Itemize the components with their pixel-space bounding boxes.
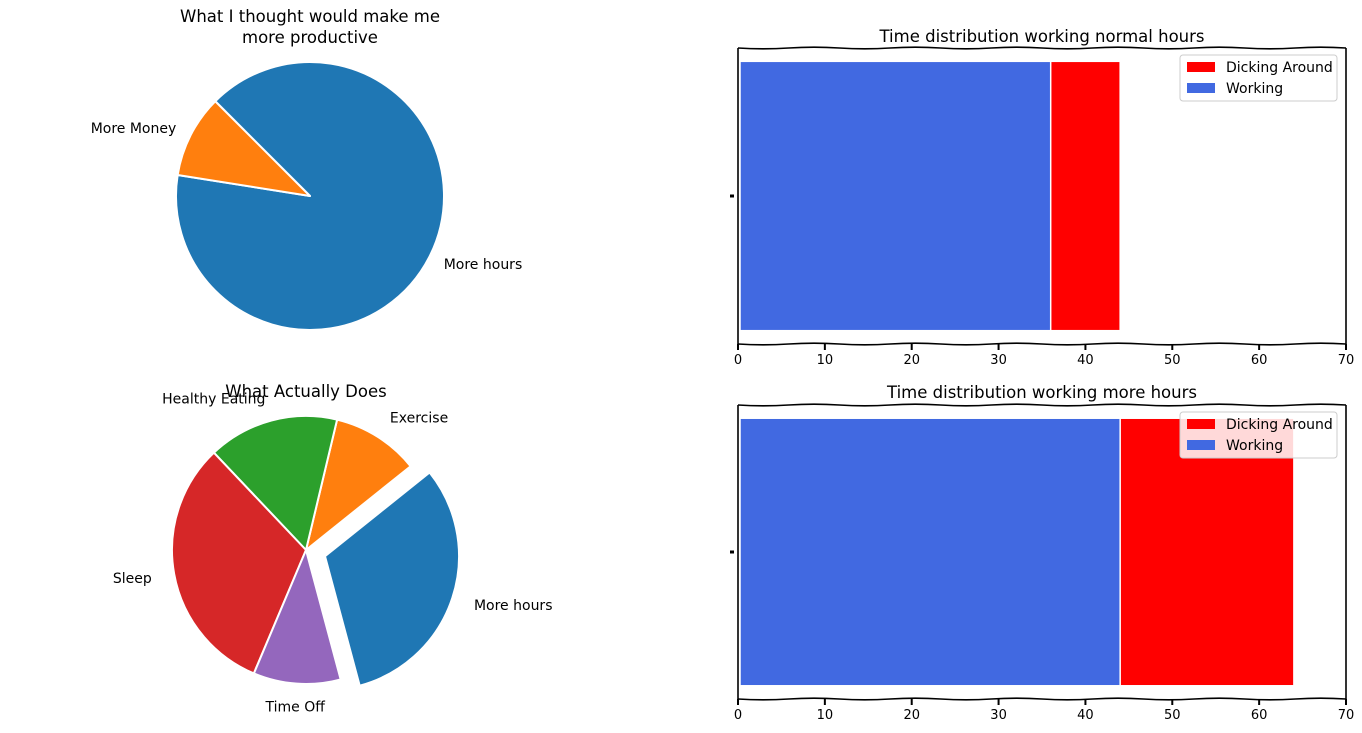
x-tick-label: 0 [734, 708, 742, 723]
pie-label-exercise: Exercise [390, 411, 448, 427]
x-tick-label: 60 [1251, 708, 1268, 723]
x-tick-label: 60 [1251, 353, 1268, 368]
x-tick-label: 40 [1077, 708, 1094, 723]
pie-slice-healthy-eating [212, 415, 339, 551]
pie-label-more-money: More Money [91, 121, 177, 137]
legend-label-working: Working [1226, 438, 1283, 454]
legend: Dicking Around Working [1179, 54, 1338, 102]
x-tick-label: 50 [1164, 708, 1181, 723]
legend-swatch-working [1187, 440, 1215, 450]
pie-chart-1: What I thought would make me more product… [91, 7, 523, 331]
axes-bottom-spine [737, 342, 1347, 346]
legend-label-working: Working [1226, 81, 1283, 97]
pie-label-more-hours: More hours [474, 598, 553, 614]
bar-title: Time distribution working normal hours [878, 27, 1204, 46]
legend-label-dicking-around: Dicking Around [1226, 60, 1333, 76]
x-tick-label: 40 [1077, 353, 1094, 368]
x-tick-label: 70 [1338, 708, 1355, 723]
legend-box [1179, 411, 1338, 459]
x-tick-label: 30 [990, 353, 1007, 368]
bar-working [739, 417, 1121, 687]
legend-swatch-dicking-around [1187, 62, 1215, 72]
legend-label-dicking-around: Dicking Around [1226, 417, 1333, 433]
axes-top-spine [737, 46, 1347, 50]
legend-box [1179, 54, 1338, 102]
x-tick-label: 20 [903, 708, 920, 723]
pie-label-more-hours: More hours [444, 257, 523, 273]
pie-slice-exercise [305, 418, 412, 551]
legend-swatch-working [1187, 83, 1215, 93]
bar-title: Time distribution working more hours [886, 383, 1197, 402]
pie-label-time-off: Time Off [265, 699, 326, 715]
bar-working [739, 60, 1052, 332]
x-tick-label: 20 [903, 353, 920, 368]
x-tick-label: 0 [734, 353, 742, 368]
x-tick-label: 50 [1164, 353, 1181, 368]
legend-swatch-dicking-around [1187, 419, 1215, 429]
pie-label-sleep: Sleep [113, 571, 152, 587]
pie-slice-more-money [176, 100, 311, 197]
bar-chart-2: Time distribution working more hours 0 10 2… [730, 383, 1354, 723]
x-tick-label: 10 [817, 708, 834, 723]
pie-title: more productive [242, 28, 378, 47]
pie-title: What I thought would make me [180, 7, 440, 26]
pie-chart-2: What Actually Does More hours Exercise Heal… [113, 382, 553, 715]
legend: Dicking Around Working [1179, 411, 1338, 459]
pie-slice-sleep [171, 451, 307, 675]
x-tick-label: 10 [817, 353, 834, 368]
axes-top-spine [737, 403, 1347, 407]
pie-slice-time-off [252, 549, 342, 685]
pie-title: What Actually Does [225, 382, 386, 401]
pie-label-healthy-eating: Healthy Eating [162, 392, 265, 408]
x-tick-label: 30 [990, 708, 1007, 723]
axes-bottom-spine [737, 697, 1347, 701]
pie-slice-more-hours [324, 471, 460, 687]
x-tick-label: 70 [1338, 353, 1355, 368]
bar-chart-1: Time distribution working normal hours 0 1… [730, 27, 1354, 368]
